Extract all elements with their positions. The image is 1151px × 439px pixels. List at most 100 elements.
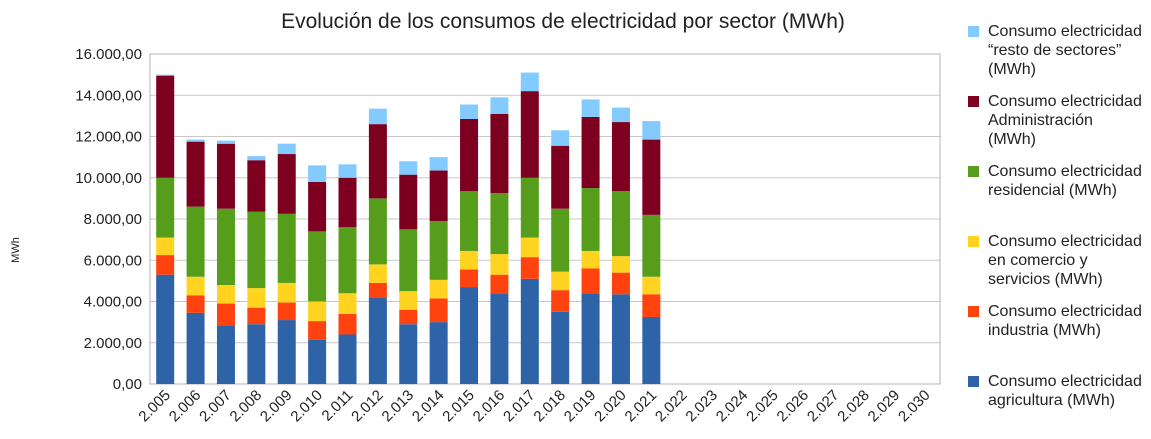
y-tick-label: 2.000,00	[84, 335, 142, 352]
bar-segment	[611, 122, 630, 192]
bar-segment	[490, 254, 509, 275]
x-tick-label: 2.014	[409, 387, 448, 426]
bar-segment	[611, 272, 630, 295]
y-tick-label: 0,00	[113, 376, 142, 393]
bar-segment	[551, 290, 570, 312]
bar-segment	[581, 116, 600, 189]
x-tick-label: 2.017	[500, 387, 539, 426]
bar-segment	[642, 316, 661, 384]
bar-segment	[399, 309, 418, 325]
bar-segment	[308, 231, 327, 302]
bar-segment	[338, 313, 357, 335]
bar-segment	[581, 250, 600, 269]
bar-segment	[338, 293, 357, 314]
x-tick-label: 2.008	[227, 387, 266, 426]
bar-segment	[308, 165, 327, 182]
bar-segment	[277, 282, 296, 303]
bar-segment	[247, 307, 266, 325]
bar-segment	[429, 221, 448, 280]
bar-segment	[642, 121, 661, 140]
y-tick-label: 12.000,00	[75, 129, 142, 146]
bar-segment	[368, 124, 387, 199]
bar-segment	[338, 164, 357, 178]
legend-swatch	[968, 306, 979, 317]
bar-segment	[490, 293, 509, 384]
y-tick-label: 16.000,00	[75, 46, 142, 63]
bar-segment	[429, 298, 448, 323]
bar-segment	[399, 324, 418, 384]
bar-segment	[520, 177, 539, 238]
bar-segment	[460, 250, 479, 270]
bar-segment	[247, 288, 266, 308]
y-tick-label: 6.000,00	[84, 252, 142, 269]
bar-segment	[277, 302, 296, 321]
bar-segment	[490, 97, 509, 114]
bar-segment	[156, 177, 175, 238]
x-tick-label: 2.009	[257, 387, 296, 426]
bar-segment	[642, 139, 661, 215]
x-tick-label: 2.011	[319, 387, 357, 425]
bar-segment	[277, 143, 296, 155]
legend-label: Consumo electricidad “resto de sectores”…	[988, 23, 1142, 78]
plot-frame	[149, 53, 941, 385]
bar-segment	[216, 143, 235, 209]
bar-segment	[490, 274, 509, 294]
x-tick-label: 2.025	[743, 387, 782, 426]
bar-segment	[520, 278, 539, 384]
x-tick-label: 2.020	[591, 387, 630, 426]
legend-swatch	[968, 96, 979, 107]
bar-segment	[399, 229, 418, 292]
x-tick-label: 2.026	[774, 387, 813, 426]
bar-segment	[429, 170, 448, 222]
bar-segment	[186, 276, 205, 296]
bar-segment	[308, 301, 327, 322]
x-tick-label: 2.023	[682, 387, 721, 426]
bar-segment	[551, 271, 570, 291]
bar-segment	[277, 154, 296, 214]
bar-segment	[490, 113, 509, 194]
bar-segment	[338, 177, 357, 228]
bar-segment	[429, 157, 448, 171]
bar-segment	[399, 161, 418, 175]
legend-label: Consumo electricidad Administración (MWh…	[988, 93, 1142, 148]
bar-segment	[460, 287, 479, 384]
bar-segment	[368, 282, 387, 298]
bar-segment	[186, 312, 205, 384]
y-tick-label: 8.000,00	[84, 211, 142, 228]
x-tick-label: 2.027	[804, 387, 843, 426]
y-tick-label: 10.000,00	[75, 170, 142, 187]
legend-swatch	[968, 166, 979, 177]
legend-swatch	[968, 26, 979, 37]
bar-segment	[156, 255, 175, 275]
x-tick-label: 2.024	[713, 387, 752, 426]
bar-segment	[156, 75, 175, 178]
bar-segment	[156, 237, 175, 256]
bar-segment	[611, 294, 630, 384]
bar-segment	[581, 293, 600, 384]
bar-segment	[277, 320, 296, 384]
bar-segment	[551, 311, 570, 384]
bar-segment	[551, 208, 570, 272]
bar-segment	[399, 174, 418, 230]
bar-segment	[247, 324, 266, 384]
bar-segment	[520, 257, 539, 279]
bar-segment	[186, 295, 205, 313]
bar-segment	[611, 256, 630, 273]
bar-segment	[460, 104, 479, 119]
bar-segment	[247, 160, 266, 212]
bar-segment	[642, 214, 661, 277]
bar-segment	[216, 208, 235, 285]
bar-segment	[520, 72, 539, 92]
x-tick-label: 2.029	[865, 387, 904, 426]
bar-segment	[581, 188, 600, 251]
bar-segment	[368, 108, 387, 125]
x-tick-label: 2.022	[652, 387, 691, 426]
x-tick-label: 2.013	[379, 387, 418, 426]
y-tick-label: 14.000,00	[75, 87, 142, 104]
bar-segment	[216, 303, 235, 326]
x-tick-label: 2.010	[287, 387, 326, 426]
bar-segment	[551, 145, 570, 209]
y-axis-label: MWh	[10, 237, 22, 263]
bar-segment	[186, 139, 205, 142]
